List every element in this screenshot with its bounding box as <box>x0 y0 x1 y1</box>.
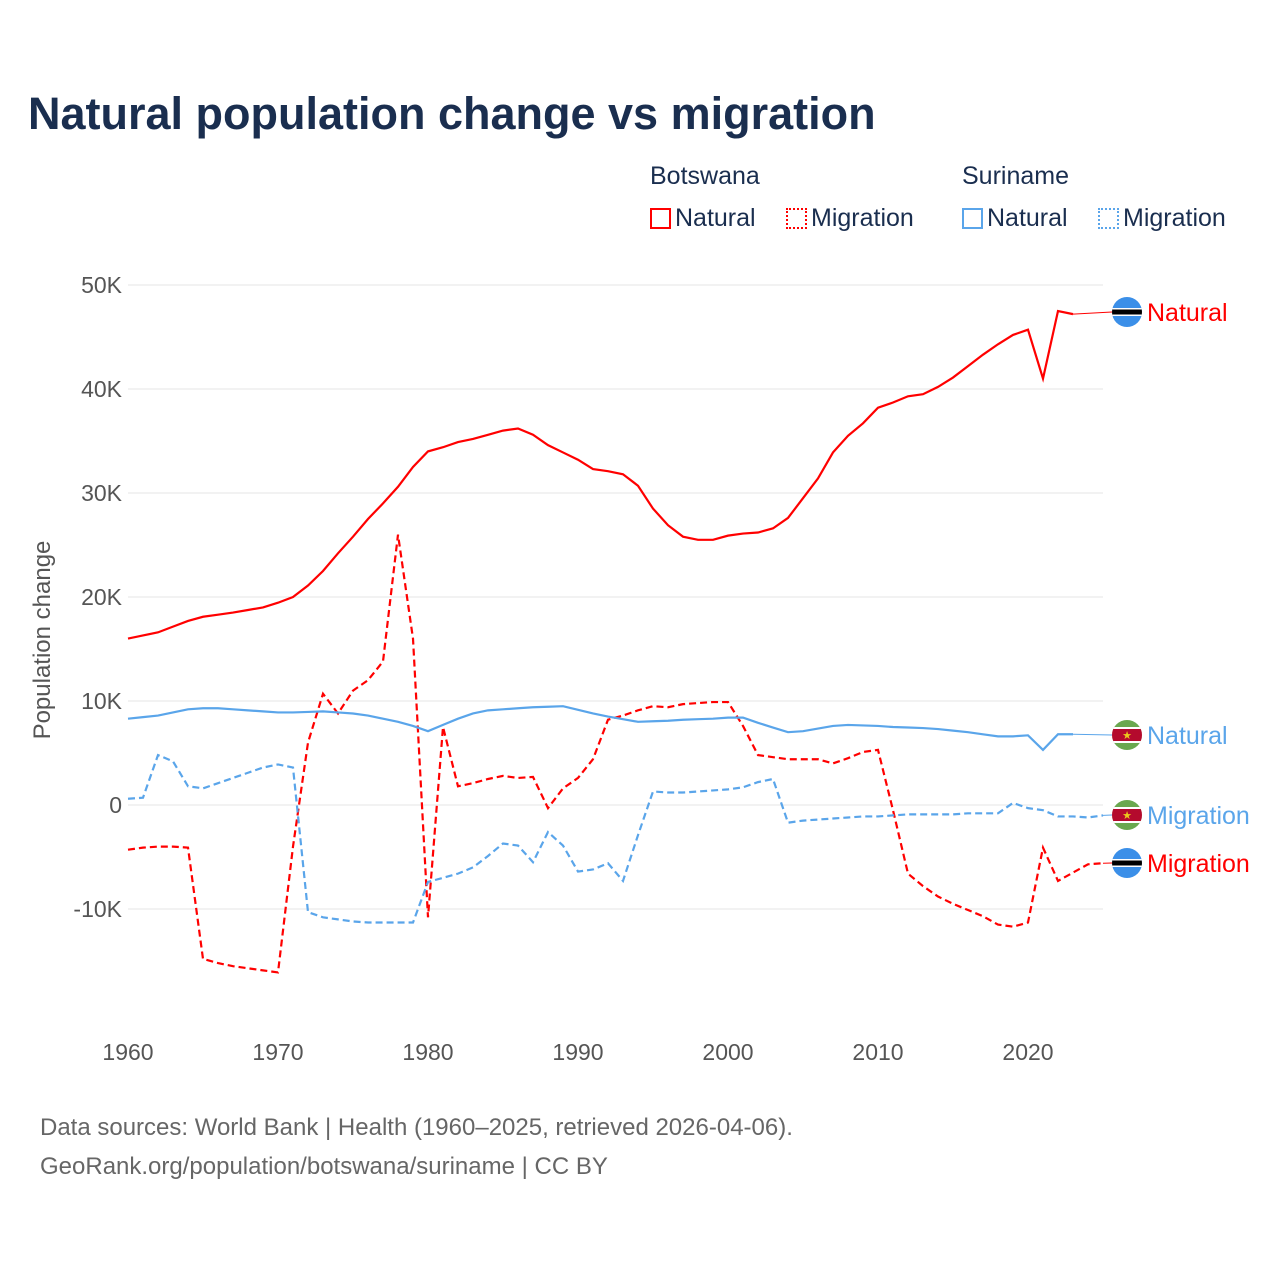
x-tick-label: 1980 <box>402 1039 453 1065</box>
suriname-flag-icon: ★ <box>1112 720 1142 750</box>
botswana-migration-line <box>127 534 1104 974</box>
legend-suriname-migration[interactable]: Migration <box>1098 204 1226 233</box>
x-tick-label: 2020 <box>1002 1039 1053 1065</box>
legend-botswana-natural[interactable]: Natural <box>650 204 756 233</box>
botswana-flag-icon <box>1112 297 1142 327</box>
y-tick-label: 20K <box>81 584 123 610</box>
end-label: Migration <box>1147 802 1250 830</box>
end-connector <box>1072 311 1113 315</box>
x-tick-label: 2010 <box>852 1039 903 1065</box>
suriname-natural-line <box>127 705 1073 752</box>
legend-group-botswana: Botswana <box>650 162 760 190</box>
legend-label: Natural <box>675 204 756 232</box>
end-label: Natural <box>1147 722 1228 750</box>
end-label: Migration <box>1147 850 1250 878</box>
y-tick-label: 0 <box>109 792 122 818</box>
legend-label: Migration <box>811 204 914 232</box>
legend-suriname-natural[interactable]: Natural <box>962 204 1068 233</box>
x-tick-label: 1990 <box>552 1039 603 1065</box>
svg-text:★: ★ <box>1122 810 1132 822</box>
legend-botswana-migration[interactable]: Migration <box>786 204 914 233</box>
chart-title: Natural population change vs migration <box>28 88 876 139</box>
y-tick-label: 50K <box>81 272 123 298</box>
x-tick-label: 1970 <box>252 1039 303 1065</box>
footer: Data sources: World Bank | Health (1960–… <box>40 1108 793 1186</box>
legend-label: Natural <box>987 204 1068 232</box>
botswana-natural-line <box>127 309 1074 640</box>
y-tick-label: -10K <box>73 896 122 922</box>
suriname-flag-icon: ★ <box>1112 800 1142 830</box>
legend-swatch <box>650 208 671 229</box>
x-tick-label: 2000 <box>702 1039 753 1065</box>
legend-swatch <box>962 208 983 229</box>
y-axis-label: Population change <box>29 541 56 740</box>
footer-sources: Data sources: World Bank | Health (1960–… <box>40 1114 793 1141</box>
legend-group-suriname: Suriname <box>962 162 1069 190</box>
y-tick-label: 10K <box>81 688 123 714</box>
end-connector <box>1072 733 1113 736</box>
y-tick-label: 40K <box>81 376 123 402</box>
end-label: Natural <box>1147 299 1228 327</box>
y-tick-label: 30K <box>81 480 123 506</box>
legend-swatch <box>1098 208 1119 229</box>
x-tick-label: 1960 <box>102 1039 153 1065</box>
footer-link[interactable]: GeoRank.org/population/botswana/suriname… <box>40 1153 608 1180</box>
legend-swatch <box>786 208 807 229</box>
legend-label: Migration <box>1123 204 1226 232</box>
suriname-migration-line <box>127 753 1104 924</box>
botswana-flag-icon <box>1112 848 1142 878</box>
svg-text:★: ★ <box>1122 730 1132 742</box>
